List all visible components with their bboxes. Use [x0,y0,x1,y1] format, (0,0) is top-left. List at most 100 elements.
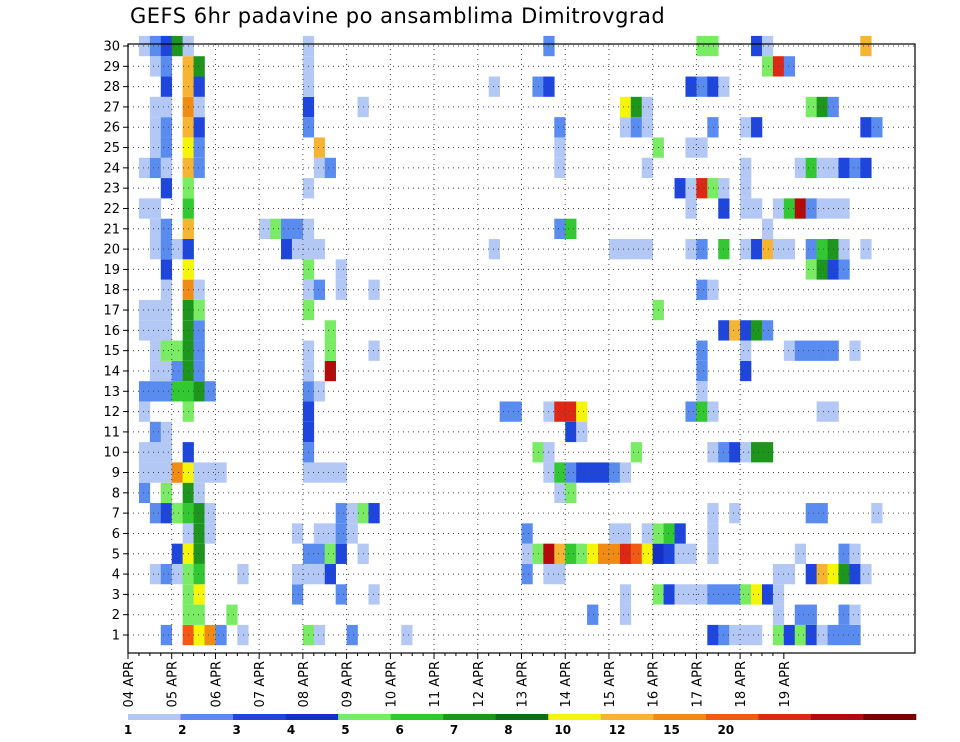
heatmap-cell [346,523,358,544]
heatmap-cell [707,442,719,463]
heatmap-cell [488,76,500,97]
x-tick-label: 07 APR [253,661,268,707]
heatmap-cell [794,604,806,625]
heatmap-cell [193,76,205,97]
colorbar-label: 6 [396,723,404,737]
heatmap-cell [138,482,151,504]
heatmap-cell [707,76,719,97]
heatmap-cell [794,157,806,179]
heatmap-cell [204,381,216,402]
x-tick-label: 05 APR [166,661,181,707]
heatmap-cell [324,360,336,382]
heatmap-cell [149,157,162,179]
heatmap-cell [171,381,183,402]
colorbar-segment [863,714,917,720]
heatmap-cell [138,462,151,483]
heatmap-cell [193,56,205,77]
heatmap-cell [138,35,151,57]
heatmap-cell [324,563,336,585]
heatmap-cell [674,543,686,564]
heatmap-cell [630,442,643,463]
heatmap-cell [619,584,632,605]
heatmap-cell [499,401,511,422]
heatmap-cell [335,462,347,483]
colorbar-label: 12 [609,723,626,737]
heatmap-cell [368,584,380,605]
heatmap-cell [149,360,162,382]
heatmap-cell [849,340,861,361]
colorbar-segment [548,714,602,720]
y-tick-label: 5 [112,547,120,562]
heatmap-cell [663,584,675,605]
heatmap-cell [193,462,205,483]
heatmap-cell [193,117,205,138]
x-tick-label: 19 APR [778,661,793,707]
heatmap-cell [204,523,216,544]
colorbar-segment [285,714,339,720]
heatmap-cell [761,35,774,57]
y-tick-label: 30 [103,40,120,55]
x-tick-label: 11 APR [428,661,443,707]
heatmap-cell [291,563,304,585]
heatmap-cell [630,117,643,138]
heatmap-cell [324,543,336,564]
heatmap-cell [160,563,173,585]
heatmap-cell [160,76,173,97]
heatmap-cell [149,340,162,361]
heatmap-cell [160,442,173,463]
heatmap-cell [696,178,708,199]
heatmap-cell [313,157,326,179]
heatmap-cell [619,523,632,544]
heatmap-cell [608,543,621,564]
heatmap-cell [521,563,533,585]
heatmap-cell [751,239,763,260]
heatmap-cell [565,401,577,422]
heatmap-cell [696,381,708,402]
heatmap-cell [783,239,796,260]
heatmap-cell [685,178,697,199]
heatmap-cell [313,624,326,646]
heatmap-cell [740,360,752,382]
y-tick-label: 26 [103,121,120,136]
heatmap-cell [554,462,566,483]
heatmap-cell [149,96,162,118]
x-tick-label: 14 APR [559,661,574,707]
heatmap-cell [565,421,577,443]
heatmap-cell [324,320,336,341]
heatmap-cell [707,279,719,300]
heatmap-cell [729,442,741,463]
heatmap-cell [641,239,653,260]
heatmap-cell [193,563,205,585]
heatmap-cell [751,320,763,341]
heatmap-cell [696,137,708,158]
y-tick-label: 17 [103,304,120,319]
heatmap-cell [565,482,577,504]
heatmap-cell [521,523,533,544]
heatmap-cell [761,584,774,605]
colorbar-segment [390,714,444,720]
colorbar-segment [233,714,286,720]
heatmap-cell [554,117,566,138]
heatmap-cell [751,442,763,463]
colorbar-segment [653,714,707,720]
heatmap-cell [761,320,774,341]
heatmap-cell [740,239,752,260]
heatmap-cell [313,137,326,158]
heatmap-cell [193,340,205,361]
heatmap-cell [805,259,817,280]
heatmap-cell [171,239,183,260]
heatmap-cell [838,563,850,585]
y-tick-label: 1 [112,629,120,644]
heatmap-cell [838,198,850,219]
heatmap-cell [740,340,752,361]
heatmap-cell [674,178,686,199]
heatmap-cell [838,624,850,646]
heatmap-cell [871,503,883,524]
heatmap-cell [761,442,774,463]
heatmap-cell [313,279,326,300]
heatmap-cell [838,543,850,564]
heatmap-cell [707,543,719,564]
heatmap-cell [729,320,741,341]
y-tick-label: 6 [112,527,120,542]
heatmap-cell [685,584,697,605]
